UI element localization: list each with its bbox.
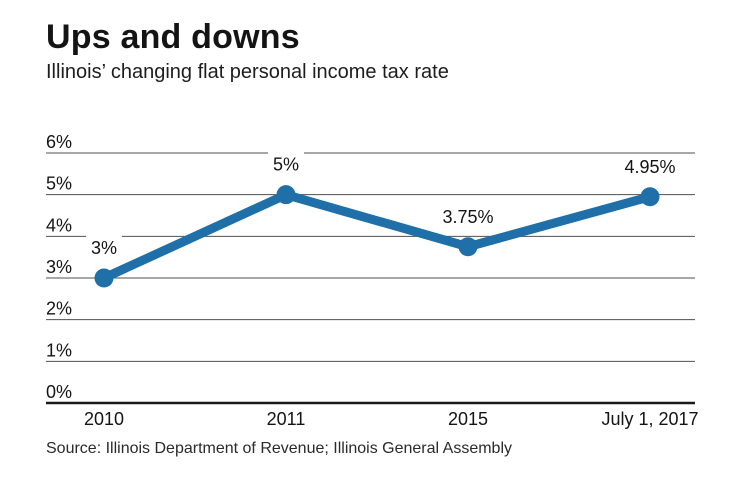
chart-title: Ups and downs xyxy=(46,18,300,56)
data-point-label-backdrop xyxy=(85,235,123,261)
data-point xyxy=(94,268,114,288)
y-tick-label: 2% xyxy=(46,299,72,319)
y-tick-label: 5% xyxy=(46,174,72,194)
source-note: Source: Illinois Department of Revenue; … xyxy=(46,440,512,457)
y-tick-label: 1% xyxy=(46,340,72,360)
data-point-label: 3% xyxy=(91,238,117,258)
data-point-label-backdrop xyxy=(619,153,681,180)
x-tick-label: July 1, 2017 xyxy=(601,409,698,429)
chart-subtitle: Illinois’ changing flat personal income … xyxy=(46,61,449,83)
x-tick-label: 2015 xyxy=(448,409,488,429)
data-point xyxy=(640,187,660,207)
data-point-label: 4.95% xyxy=(624,157,675,177)
data-point xyxy=(458,237,478,257)
data-point-label-backdrop xyxy=(437,203,499,230)
y-tick-label: 3% xyxy=(46,257,72,277)
y-tick-label: 4% xyxy=(46,215,72,235)
trend-line xyxy=(99,190,655,283)
data-point-label-backdrop xyxy=(267,151,305,178)
y-tick-label: 6% xyxy=(46,132,72,152)
y-tick-label: 0% xyxy=(46,382,72,402)
data-point xyxy=(276,185,296,205)
data-point-label: 5% xyxy=(273,155,299,175)
x-tick-label: 2010 xyxy=(84,409,124,429)
data-point-label: 3.75% xyxy=(442,207,493,227)
x-tick-label: 2011 xyxy=(267,409,306,429)
